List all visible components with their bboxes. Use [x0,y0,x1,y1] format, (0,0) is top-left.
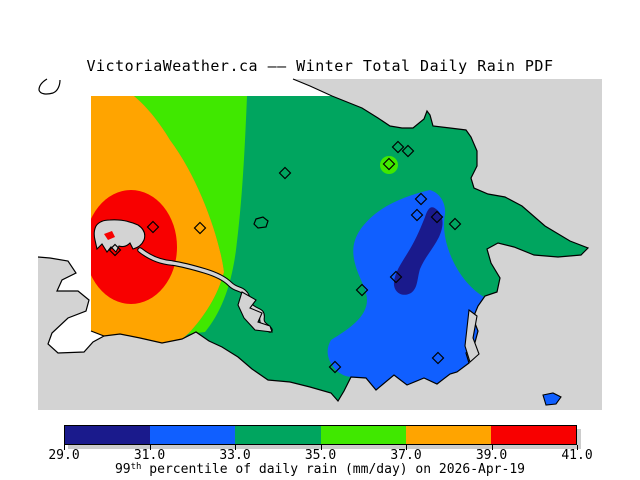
colorbar-segment-29.0-31.0 [65,426,151,444]
colorbar-tick-label: 35.0 [304,448,337,463]
station-marker [382,157,396,171]
waterway-channel [138,248,272,332]
contour-band-29-31 [393,207,443,295]
contour-spot-35-37 [380,156,398,174]
station-marker [410,208,424,222]
colorbar-caption: 99th percentile of daily rain (mm/day) o… [0,462,640,477]
contour-band-35-37 [134,96,247,334]
station-marker [448,217,462,231]
colorbar-tick [149,445,151,450]
caption-superscript: th [130,462,142,472]
colorbar-segment-33.0-35.0 [235,426,321,444]
colorbar-tick-label: 33.0 [219,448,251,463]
colorbar-tick-label: 41.0 [561,448,593,463]
lake-outline [253,216,269,229]
waterway-basin [237,291,273,333]
station-marker [401,144,415,158]
colorbar-bar [64,425,577,445]
colorbar-segment-35.0-37.0 [320,426,406,444]
coastline-southwest-land [37,256,105,354]
land-background [38,79,602,410]
chart-title: VictoriaWeather.ca —— Winter Total Daily… [86,57,554,75]
contour-band-39-41 [91,190,177,304]
station-markers [108,140,462,374]
colorbar-tick [235,445,236,450]
colorbar-segment-31.0-33.0 [150,426,236,444]
colorbar-tick [406,445,407,450]
station-marker [431,351,445,365]
harbour-island-inlet [104,231,115,240]
colorbar-tick [320,445,322,450]
station-marker [146,220,160,234]
colorbar-tick-label: 31.0 [133,448,166,463]
southeast-islet [542,392,562,406]
station-marker [391,140,405,154]
coastline-main [90,78,590,403]
colorbar-segment-39.0-41.0 [490,426,577,444]
offshore-island-outline [38,78,61,95]
caption-rest: percentile of daily rain (mm/day) on 202… [141,462,525,477]
colorbar-tick [64,445,65,450]
colorbar-tick-label: 39.0 [475,448,508,463]
station-marker [193,221,207,235]
colorbar-tick-label: 37.0 [390,448,422,463]
colorbar-tick [491,445,493,450]
station-marker [414,192,428,206]
station-marker [355,283,369,297]
caption-base: 99 [114,462,131,477]
station-marker [108,243,122,257]
station-marker [328,360,342,374]
station-marker [389,270,403,284]
colorbar-segment-37.0-39.0 [405,426,491,444]
colorbar-tick-label: 29.0 [48,448,80,463]
station-marker [278,166,292,180]
northeast-inlet [464,308,480,363]
colorbar-tick [577,445,578,450]
harbour-island [93,219,146,253]
station-marker [430,210,444,224]
